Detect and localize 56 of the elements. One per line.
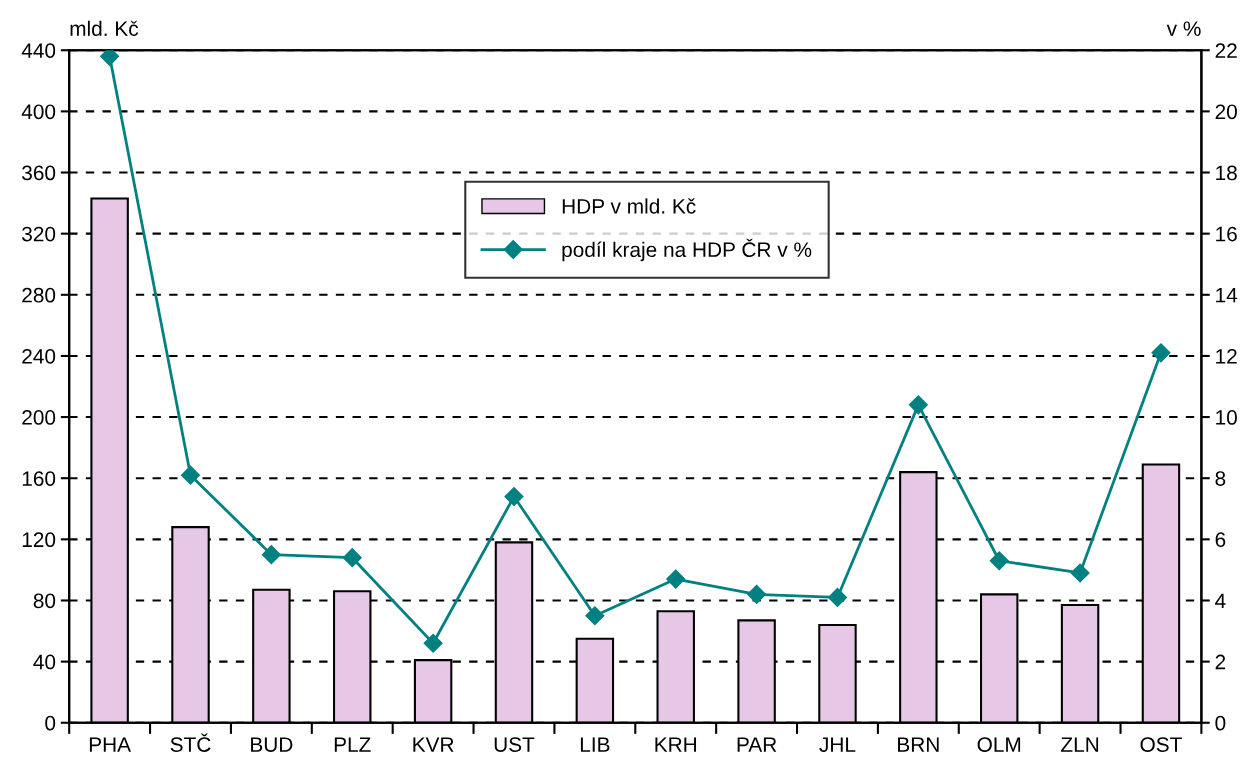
- x-tick-label: PLZ: [334, 737, 371, 752]
- point: [989, 551, 1009, 571]
- x-tick-label: PAR: [737, 737, 777, 752]
- y2-tick-label: 0: [1215, 715, 1226, 731]
- point: [1151, 343, 1171, 363]
- y-tick-label: 80: [33, 593, 56, 609]
- x-tick-label: UST: [494, 737, 535, 752]
- y-tick-label: 240: [22, 348, 56, 364]
- point: [666, 569, 686, 589]
- point: [423, 633, 443, 653]
- y-tick-label: 320: [22, 226, 56, 242]
- point: [908, 395, 928, 415]
- y2-tick-label: 2: [1215, 654, 1226, 670]
- y2-tick-label: 8: [1215, 471, 1226, 486]
- y-tick-label: 40: [33, 654, 56, 670]
- point: [827, 587, 848, 607]
- legend-label: HDP v mld. Kč: [562, 198, 696, 214]
- y2-tick-label: 10: [1216, 410, 1237, 425]
- y-tick-label: 0: [45, 715, 56, 731]
- point: [1070, 563, 1090, 583]
- point: [100, 50, 120, 66]
- y2-tick-label: 6: [1215, 532, 1226, 548]
- x-tick-label: BUD: [251, 737, 293, 752]
- x-tick-label: KVR: [413, 737, 454, 752]
- point: [180, 465, 201, 485]
- y2-tick-label: 14: [1216, 288, 1238, 303]
- x-tick-label: OLM: [977, 737, 1021, 752]
- y-tick-label: 360: [22, 165, 56, 181]
- x-tick-label: OST: [1140, 737, 1182, 752]
- y-tick-label: 440: [21, 43, 56, 58]
- x-tick-label: ZLN: [1061, 737, 1099, 752]
- y2-tick-label: 16: [1216, 226, 1237, 242]
- y2-tick-label: 18: [1216, 165, 1237, 181]
- x-tick-label: STČ: [170, 733, 211, 752]
- y-tick-label: 160: [22, 471, 56, 486]
- x-tick-label: KRH: [655, 737, 697, 752]
- y2-tick-label: 20: [1215, 104, 1237, 120]
- y-tick-label: 400: [21, 104, 56, 120]
- point: [747, 584, 767, 604]
- y-tick-label: 120: [22, 532, 56, 548]
- y2-tick-label: 4: [1215, 593, 1226, 609]
- y2-tick-label: 22: [1215, 43, 1237, 58]
- legend-label: podíl kraje na HDP ČR v %: [562, 238, 812, 262]
- y2-axis-title: v %: [1166, 21, 1201, 36]
- point: [585, 606, 605, 626]
- x-tick-label: JHL: [819, 737, 856, 752]
- point: [261, 545, 281, 565]
- y-axis-title: mld. Kč: [70, 20, 139, 37]
- x-tick-label: LIB: [580, 737, 610, 752]
- point: [504, 487, 524, 507]
- y-tick-label: 280: [22, 287, 56, 303]
- y2-tick-label: 12: [1216, 348, 1237, 364]
- y-tick-label: 200: [22, 410, 56, 425]
- x-tick-label: BRN: [898, 737, 939, 752]
- point: [342, 548, 362, 568]
- x-tick-label: PHA: [89, 737, 131, 752]
